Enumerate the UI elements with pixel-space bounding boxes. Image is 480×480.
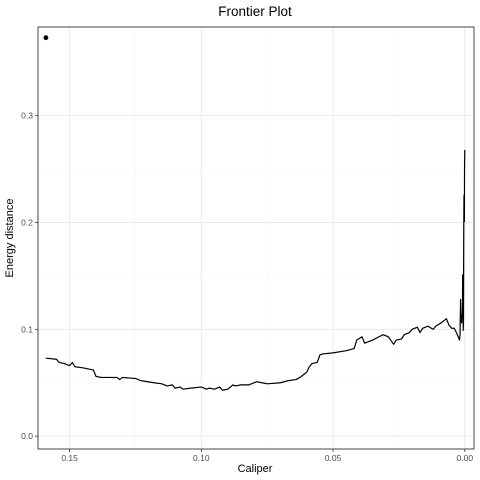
data-point <box>43 35 49 41</box>
x-tick-label: 0.00 <box>457 453 474 463</box>
x-tick-label: 0.15 <box>61 453 78 463</box>
chart-title: Frontier Plot <box>218 4 292 19</box>
y-tick-label: 0.1 <box>21 324 33 334</box>
y-axis-title: Energy distance <box>4 199 16 278</box>
frontier-line <box>45 149 466 391</box>
y-tick-label: 0.0 <box>21 431 33 441</box>
major-gridlines <box>38 27 474 449</box>
y-tick-label: 0.2 <box>21 218 33 228</box>
x-axis-title: Caliper <box>238 463 273 475</box>
x-tick-label: 0.10 <box>193 453 210 463</box>
y-axis: 0.0 0.1 0.2 0.3 <box>21 111 38 441</box>
y-tick-label: 0.3 <box>21 111 33 121</box>
data-layer <box>43 35 466 391</box>
x-tick-label: 0.05 <box>325 453 342 463</box>
x-axis: 0.15 0.10 0.05 0.00 <box>61 449 473 463</box>
panel-border <box>37 26 475 450</box>
